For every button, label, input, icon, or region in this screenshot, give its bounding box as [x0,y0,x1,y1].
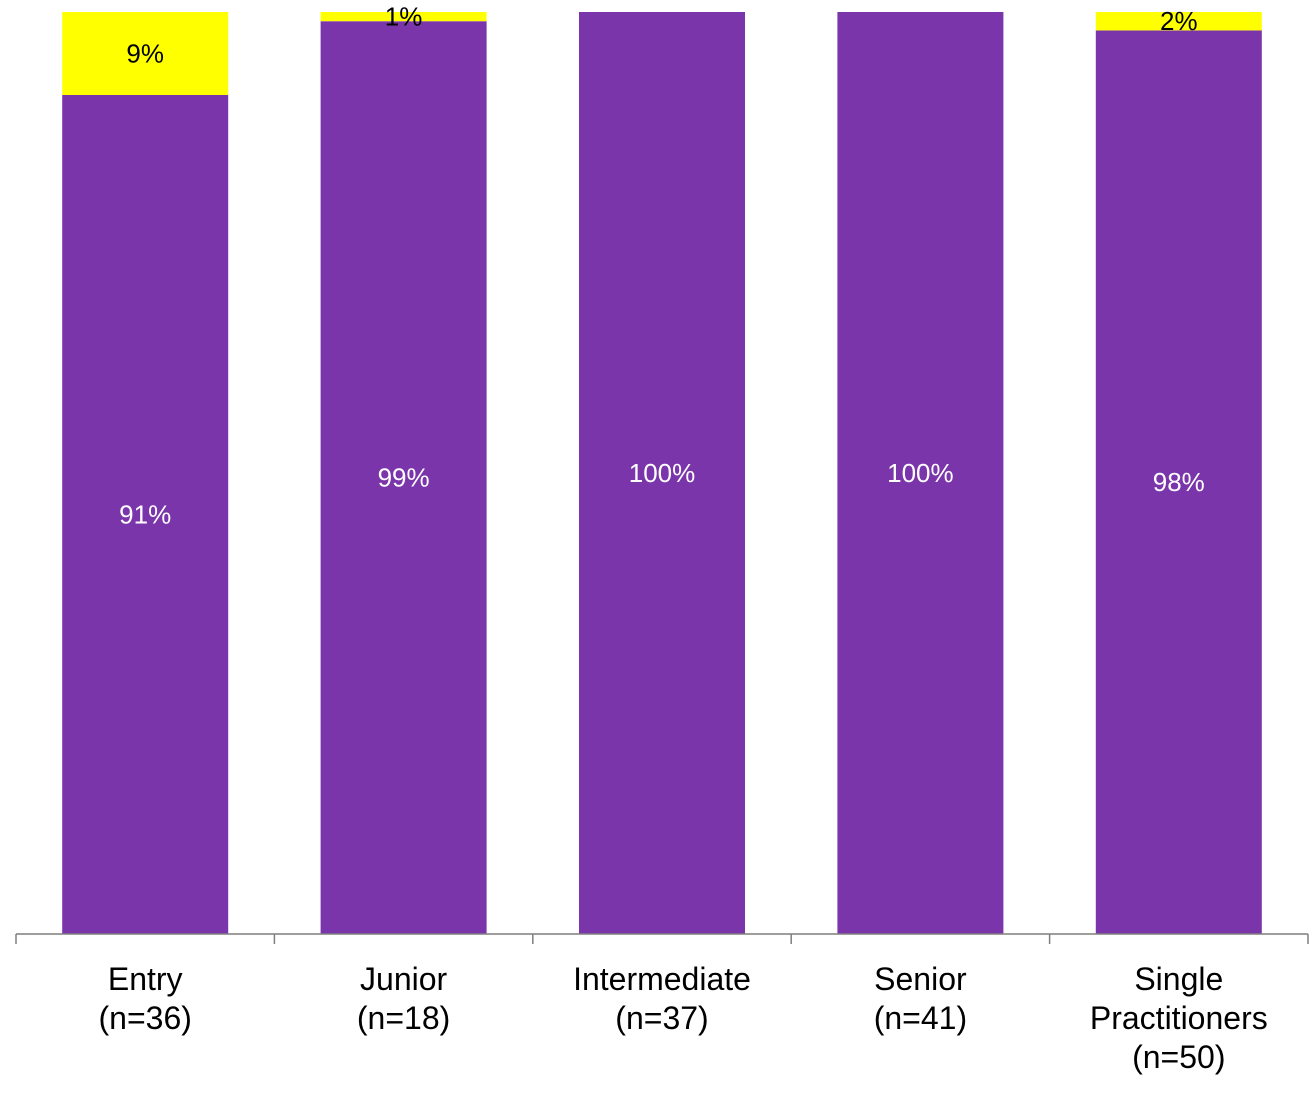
data-label-secondary-4: 2% [1160,6,1198,36]
bar-segment-primary-1 [320,21,487,935]
bars-group [62,12,1262,935]
bar-segment-primary-3 [837,12,1004,934]
category-label-2: Intermediate (n=37) [573,961,751,1036]
bar-segment-secondary-4 [1095,12,1262,31]
bar-segment-secondary-0 [62,12,229,95]
segment-labels-group: 91% 9% 99% 1% 100% 100% 98% 2% [119,2,1205,530]
data-label-secondary-0: 9% [126,38,164,68]
data-label-primary-3: 100% [887,458,954,488]
x-axis [15,933,1309,944]
bar-segment-primary-4 [1095,30,1262,934]
category-labels-group: Entry (n=36) Junior (n=18) Intermediate (n=37… [99,961,1268,1075]
bar-segment-secondary-1 [320,12,487,22]
category-label-1: Junior (n=18) [357,961,450,1036]
data-label-secondary-1: 1% [385,2,423,32]
data-label-primary-4: 98% [1153,467,1205,497]
data-label-primary-1: 99% [378,463,430,493]
bar-segment-primary-0 [62,94,229,935]
data-label-primary-2: 100% [629,458,696,488]
bar-segment-primary-2 [579,12,745,934]
category-label-4: Single Practitioners (n=50) [1090,961,1268,1075]
category-label-0: Entry (n=36) [99,961,192,1036]
category-label-3: Senior (n=41) [874,961,967,1036]
data-label-primary-0: 91% [119,499,171,529]
